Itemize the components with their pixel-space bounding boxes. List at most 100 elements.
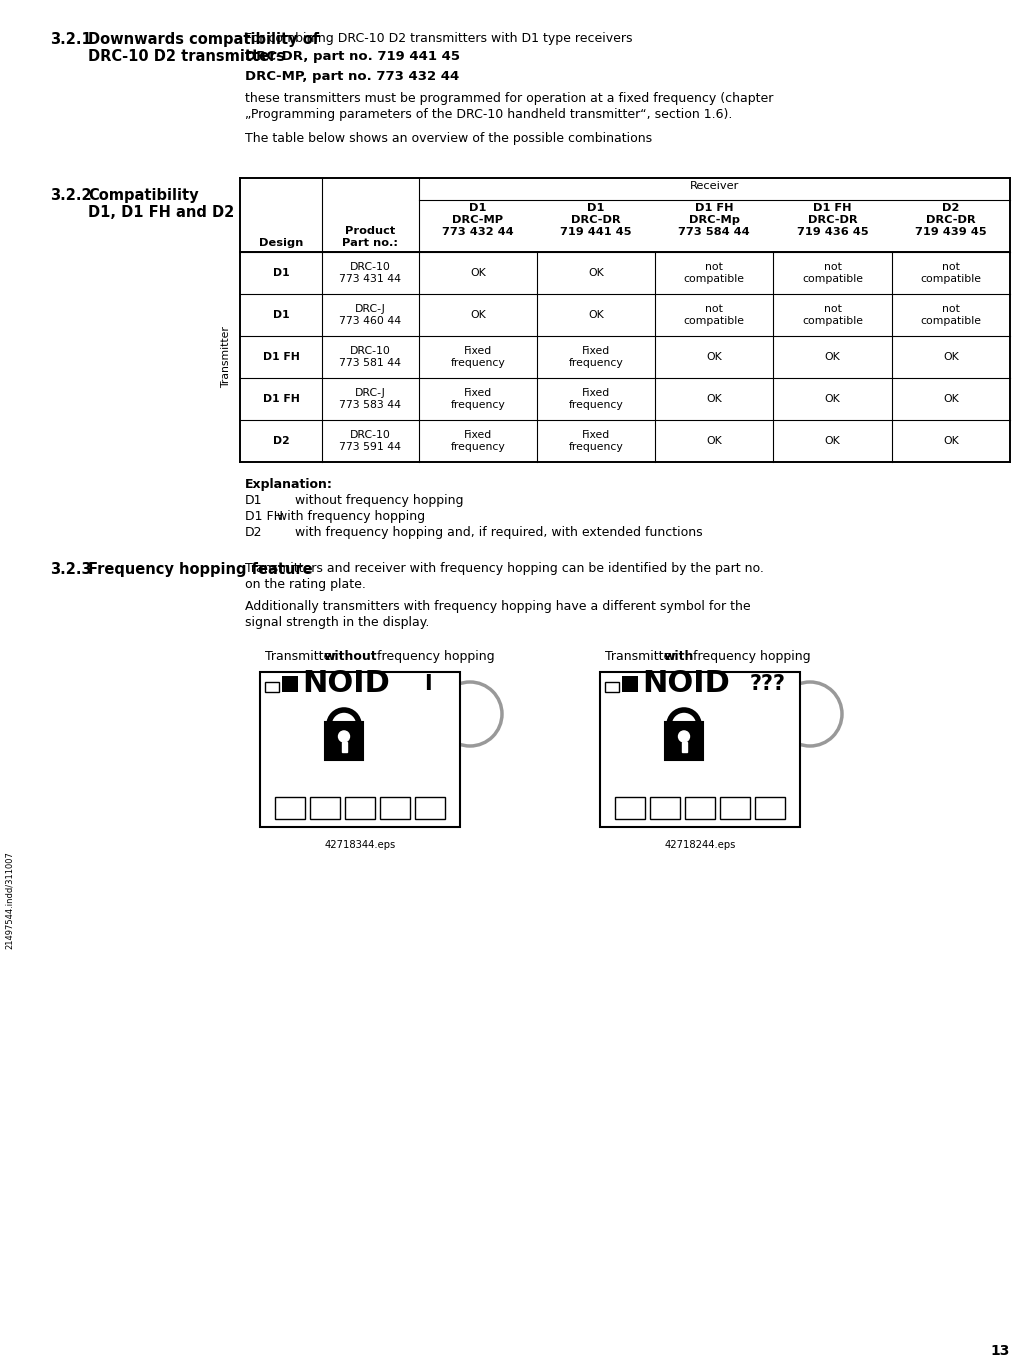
Text: D1: D1 (273, 310, 289, 319)
Text: DRC-10
773 581 44: DRC-10 773 581 44 (340, 345, 401, 367)
Text: D1
DRC-MP
773 432 44: D1 DRC-MP 773 432 44 (441, 203, 513, 237)
Text: without frequency hopping: without frequency hopping (295, 494, 463, 507)
Text: Fixed
frequency: Fixed frequency (451, 430, 505, 452)
Text: on the rating plate.: on the rating plate. (245, 579, 366, 591)
Text: OK: OK (589, 310, 604, 319)
Text: Frequency hopping feature: Frequency hopping feature (88, 562, 313, 577)
Text: Fixed
frequency: Fixed frequency (569, 345, 624, 367)
Bar (265, 681, 279, 692)
Text: Fixed
frequency: Fixed frequency (451, 388, 505, 410)
Bar (380, 797, 410, 818)
Text: with frequency hopping: with frequency hopping (277, 510, 425, 522)
Text: Fixed
frequency: Fixed frequency (451, 345, 505, 367)
Text: D1 FH: D1 FH (262, 393, 299, 404)
Text: OK: OK (824, 436, 841, 446)
Bar (260, 672, 460, 827)
Text: Receiver: Receiver (689, 181, 739, 191)
Text: D1 FH
DRC-DR
719 436 45: D1 FH DRC-DR 719 436 45 (796, 203, 868, 237)
Bar (342, 742, 347, 751)
Text: Fixed
frequency: Fixed frequency (569, 388, 624, 410)
Text: D1 FH: D1 FH (245, 510, 283, 522)
Text: I: I (424, 675, 432, 694)
Text: D2: D2 (245, 526, 262, 539)
Text: not
compatible: not compatible (802, 304, 863, 326)
Bar (600, 672, 800, 827)
Text: Fixed
frequency: Fixed frequency (569, 430, 624, 452)
Text: DRC-10
773 591 44: DRC-10 773 591 44 (340, 430, 401, 452)
Circle shape (339, 731, 350, 742)
Text: DRC-J
773 460 44: DRC-J 773 460 44 (340, 304, 401, 326)
Text: D2: D2 (273, 436, 289, 446)
Text: D1: D1 (273, 267, 289, 278)
Text: OK: OK (707, 352, 722, 362)
Text: DRC‑DR, part no. 719 441 45: DRC‑DR, part no. 719 441 45 (245, 49, 460, 63)
Text: without: without (324, 650, 378, 664)
Text: frequency hopping: frequency hopping (372, 650, 495, 664)
Bar (275, 797, 305, 818)
Text: 42718344.eps: 42718344.eps (324, 840, 395, 850)
Text: Product
Part no.:: Product Part no.: (343, 226, 398, 248)
Text: „Programming parameters of the DRC-10 handheld transmitter“, section 1.6).: „Programming parameters of the DRC-10 ha… (245, 108, 733, 121)
Text: OK: OK (824, 352, 841, 362)
Bar (325, 723, 363, 760)
Text: OK: OK (707, 436, 722, 446)
Text: Transmitters and receiver with frequency hopping can be identified by the part n: Transmitters and receiver with frequency… (245, 562, 764, 574)
Text: not
compatible: not compatible (920, 262, 982, 284)
Text: D1, D1 FH and D2: D1, D1 FH and D2 (88, 206, 235, 219)
Text: Transmitter: Transmitter (265, 650, 341, 664)
Text: For combining DRC-10 D2 transmitters with D1 type receivers: For combining DRC-10 D2 transmitters wit… (245, 32, 633, 45)
Text: The table below shows an overview of the possible combinations: The table below shows an overview of the… (245, 132, 652, 145)
Bar (755, 797, 785, 818)
Text: NOID: NOID (642, 669, 730, 698)
Bar (681, 742, 686, 751)
Text: OK: OK (470, 310, 486, 319)
Bar (685, 797, 715, 818)
Text: Explanation:: Explanation: (245, 478, 332, 491)
Circle shape (778, 681, 842, 746)
Text: D1 FH
DRC-Mp
773 584 44: D1 FH DRC-Mp 773 584 44 (678, 203, 750, 237)
Text: not
compatible: not compatible (920, 304, 982, 326)
Bar (282, 676, 298, 692)
Text: OK: OK (707, 393, 722, 404)
Text: 42718244.eps: 42718244.eps (665, 840, 736, 850)
Text: Compatibility: Compatibility (88, 188, 199, 203)
Bar (720, 797, 750, 818)
Text: OK: OK (943, 352, 959, 362)
Text: not
compatible: not compatible (684, 262, 745, 284)
Bar (650, 797, 680, 818)
Text: NOID: NOID (301, 669, 390, 698)
Text: these transmitters must be programmed for operation at a fixed frequency (chapte: these transmitters must be programmed fo… (245, 92, 774, 106)
Text: D2
DRC-DR
719 439 45: D2 DRC-DR 719 439 45 (915, 203, 987, 237)
Text: Downwards compatibility of: Downwards compatibility of (88, 32, 319, 47)
Text: Transmitter: Transmitter (605, 650, 680, 664)
Text: 3.2.3: 3.2.3 (50, 562, 92, 577)
Text: OK: OK (589, 267, 604, 278)
Text: D1
DRC-DR
719 441 45: D1 DRC-DR 719 441 45 (560, 203, 632, 237)
Text: Transmitter: Transmitter (221, 326, 230, 388)
Text: OK: OK (943, 393, 959, 404)
Text: 21497544.indd/311007: 21497544.indd/311007 (4, 851, 13, 949)
Text: D1 FH: D1 FH (262, 352, 299, 362)
Text: not
compatible: not compatible (684, 304, 745, 326)
Text: DRC‑MP, part no. 773 432 44: DRC‑MP, part no. 773 432 44 (245, 70, 459, 84)
Bar (605, 681, 619, 692)
Bar (622, 676, 638, 692)
Text: OK: OK (824, 393, 841, 404)
Text: not
compatible: not compatible (802, 262, 863, 284)
Text: DRC‑10 D2 transmitters: DRC‑10 D2 transmitters (88, 49, 285, 64)
Text: 3.2.1: 3.2.1 (50, 32, 92, 47)
Bar (665, 723, 703, 760)
Bar (345, 797, 375, 818)
Text: signal strength in the display.: signal strength in the display. (245, 616, 429, 629)
Text: ???: ??? (750, 675, 786, 694)
Circle shape (438, 681, 502, 746)
Text: Design: Design (259, 239, 304, 248)
Bar (310, 797, 340, 818)
Text: DRC-10
773 431 44: DRC-10 773 431 44 (340, 262, 401, 284)
Text: D1: D1 (245, 494, 262, 507)
Text: 13: 13 (991, 1344, 1010, 1359)
Circle shape (678, 731, 689, 742)
Bar (615, 797, 645, 818)
Text: frequency hopping: frequency hopping (689, 650, 811, 664)
Bar (415, 797, 445, 818)
